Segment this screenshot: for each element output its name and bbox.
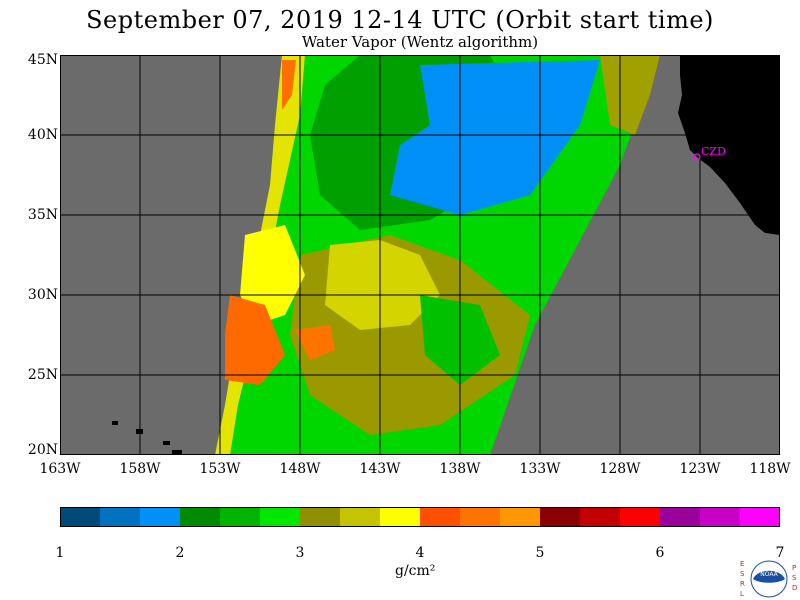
- swath: [215, 55, 660, 455]
- vapor-blue: [390, 60, 600, 215]
- colorbar-cell: [100, 507, 141, 527]
- lon-label-143w: 143W: [359, 461, 401, 477]
- colorbar-tick-6: 6: [655, 545, 665, 561]
- map-frame: [60, 55, 780, 455]
- colorbar-cell: [60, 507, 101, 527]
- colorbar-cell: [260, 507, 301, 527]
- colorbar-cell: [580, 507, 621, 527]
- colorbar-cell: [340, 507, 381, 527]
- logo-left-letter: E: [740, 560, 744, 568]
- vapor-orange-spot: [295, 325, 335, 360]
- lon-label-138w: 138W: [439, 461, 481, 477]
- map-subtitle: Water Vapor (Wentz algorithm): [301, 33, 539, 51]
- map-title: September 07, 2019 12-14 UTC (Orbit star…: [86, 6, 714, 34]
- colorbar-cell: [500, 507, 541, 527]
- colorbar-cells: [60, 507, 780, 527]
- station-label: CZD: [701, 145, 726, 158]
- colorbar-cell: [420, 507, 461, 527]
- lon-label-128w: 128W: [599, 461, 641, 477]
- colorbar-frame: [60, 507, 780, 527]
- logo-left-letter: S: [740, 570, 745, 578]
- colorbar-tick-2: 2: [175, 545, 185, 561]
- vapor-orange-north: [282, 60, 296, 110]
- colorbar-cell: [300, 507, 341, 527]
- lon-label-163w: 163W: [39, 461, 81, 477]
- lat-label-30n: 30N: [27, 287, 58, 303]
- vapor-yellow-center: [325, 240, 440, 330]
- land-mass-california: [678, 55, 780, 235]
- colorbar-tick-7: 7: [775, 545, 785, 561]
- lon-label-118w: 118W: [749, 461, 791, 477]
- logo-bird: [753, 570, 785, 583]
- colorbar-units: g/cm²: [395, 563, 436, 579]
- colorbar-tick-3: 3: [295, 545, 305, 561]
- colorbar-tick-5: 5: [535, 545, 545, 561]
- lat-label-25n: 25N: [27, 367, 58, 383]
- colorbar: [60, 507, 780, 527]
- hawaii-island: [112, 421, 118, 425]
- lon-label-133w: 133W: [519, 461, 561, 477]
- hawaii-island: [172, 450, 182, 455]
- lon-label-148w: 148W: [279, 461, 321, 477]
- colorbar-cell: [700, 507, 741, 527]
- vapor-olive-north: [600, 55, 660, 135]
- colorbar-cell: [540, 507, 581, 527]
- colorbar-cell: [180, 507, 221, 527]
- lat-label-20n: 20N: [27, 442, 58, 458]
- grid-lines: [60, 55, 780, 455]
- noaa-logo: E S R L P S D NOAA: [740, 560, 797, 598]
- vapor-orange-west: [225, 295, 285, 385]
- colorbar-tick-4: 4: [415, 545, 425, 561]
- logo-left-letter: R: [740, 580, 745, 588]
- colorbar-cell: [660, 507, 701, 527]
- lon-label-123w: 123W: [679, 461, 721, 477]
- hawaii-island: [163, 441, 170, 445]
- water-vapor-map: CZD: [60, 55, 780, 455]
- station-marker: [693, 153, 701, 161]
- logo-right-letter: S: [792, 574, 797, 582]
- colorbar-cell: [460, 507, 501, 527]
- lat-label-35n: 35N: [27, 207, 58, 223]
- lon-label-153w: 153W: [199, 461, 241, 477]
- vapor-bright-yellow: [240, 225, 305, 325]
- colorbar-cell: [380, 507, 421, 527]
- colorbar-cell: [740, 507, 780, 527]
- lat-label-40n: 40N: [27, 127, 58, 143]
- colorbar-tick-1: 1: [55, 545, 65, 561]
- logo-center-text: NOAA: [760, 571, 778, 578]
- colorbar-cell: [620, 507, 661, 527]
- lat-label-45n: 45N: [27, 52, 58, 68]
- logo-left-letter: L: [740, 590, 744, 598]
- logo-right-letter: D: [792, 584, 797, 592]
- logo-right-letter: P: [792, 564, 796, 572]
- lon-label-158w: 158W: [119, 461, 161, 477]
- colorbar-cell: [220, 507, 261, 527]
- colorbar-cell: [140, 507, 181, 527]
